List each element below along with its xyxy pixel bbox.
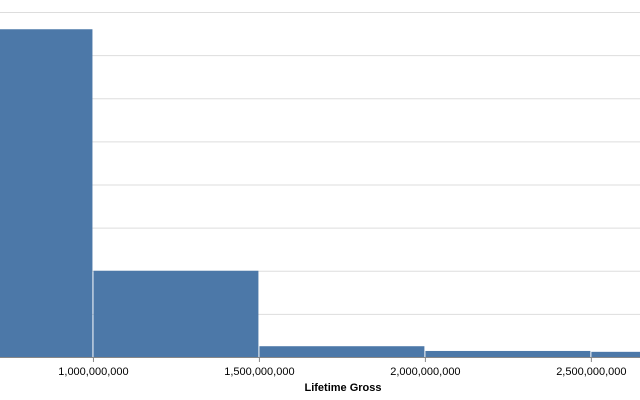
bar: [93, 270, 259, 357]
bar: [425, 350, 591, 357]
x-axis: 1,000,000,000 1,500,000,000 2,000,000,000 2…: [0, 357, 640, 378]
x-tick-label: 1,500,000,000: [224, 366, 294, 378]
bar: [0, 29, 93, 357]
x-tick-label: 1,000,000,000: [58, 366, 128, 378]
bar: [259, 346, 425, 357]
x-axis-title: Lifetime Gross: [304, 382, 381, 394]
bars: [0, 29, 640, 357]
x-tick-label: 2,000,000,000: [390, 366, 460, 378]
bar: [591, 351, 640, 357]
x-tick-label: 2,500,000,000: [556, 366, 626, 378]
